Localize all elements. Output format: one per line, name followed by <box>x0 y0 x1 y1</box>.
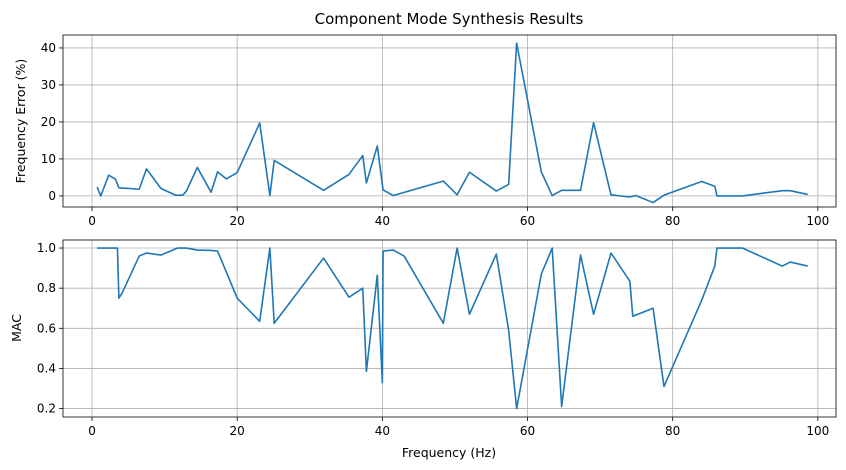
bottom-x-tick-label: 0 <box>88 424 96 438</box>
bottom-x-tick-label: 80 <box>665 424 680 438</box>
bottom-x-tick-label: 60 <box>520 424 535 438</box>
bottom-y-tick-label: 1.0 <box>37 241 56 255</box>
top-y-tick-label: 30 <box>41 78 56 92</box>
bottom-y-tick-label: 0.6 <box>37 321 56 335</box>
top-x-tick-label: 100 <box>806 214 829 228</box>
bottom-y-tick-label: 0.2 <box>37 402 56 416</box>
top-y-tick-label: 20 <box>41 115 56 129</box>
top-y-tick-label: 40 <box>41 41 56 55</box>
bottom-x-tick-label: 20 <box>230 424 245 438</box>
bottom-x-tick-label: 40 <box>375 424 390 438</box>
top-y-tick-label: 10 <box>41 152 56 166</box>
top-x-tick-label: 60 <box>520 214 535 228</box>
top-x-tick-label: 80 <box>665 214 680 228</box>
frequency-error-line <box>96 42 808 204</box>
top-x-tick-label: 40 <box>375 214 390 228</box>
mac-line <box>97 247 808 410</box>
bottom-x-axis-label: Frequency (Hz) <box>402 445 496 460</box>
top-axes-frame <box>62 34 837 208</box>
top-y-tick-label: 0 <box>48 189 56 203</box>
bottom-x-tick-label: 100 <box>806 424 829 438</box>
top-ticks: 0 20 40 60 80 100 0 10 20 30 40 <box>41 41 830 228</box>
top-y-axis-label: Frequency Error (%) <box>13 59 28 184</box>
chart-title: Component Mode Synthesis Results <box>315 10 584 28</box>
bottom-y-tick-label: 0.4 <box>37 361 56 375</box>
bottom-y-axis-label: MAC <box>9 314 24 342</box>
bottom-y-tick-label: 0.8 <box>37 281 56 295</box>
top-x-tick-label: 0 <box>88 214 96 228</box>
top-grid <box>63 35 836 207</box>
bottom-ticks: 0 20 40 60 80 100 0.2 0.4 0.6 0.8 1.0 <box>37 241 829 438</box>
top-x-tick-label: 20 <box>230 214 245 228</box>
